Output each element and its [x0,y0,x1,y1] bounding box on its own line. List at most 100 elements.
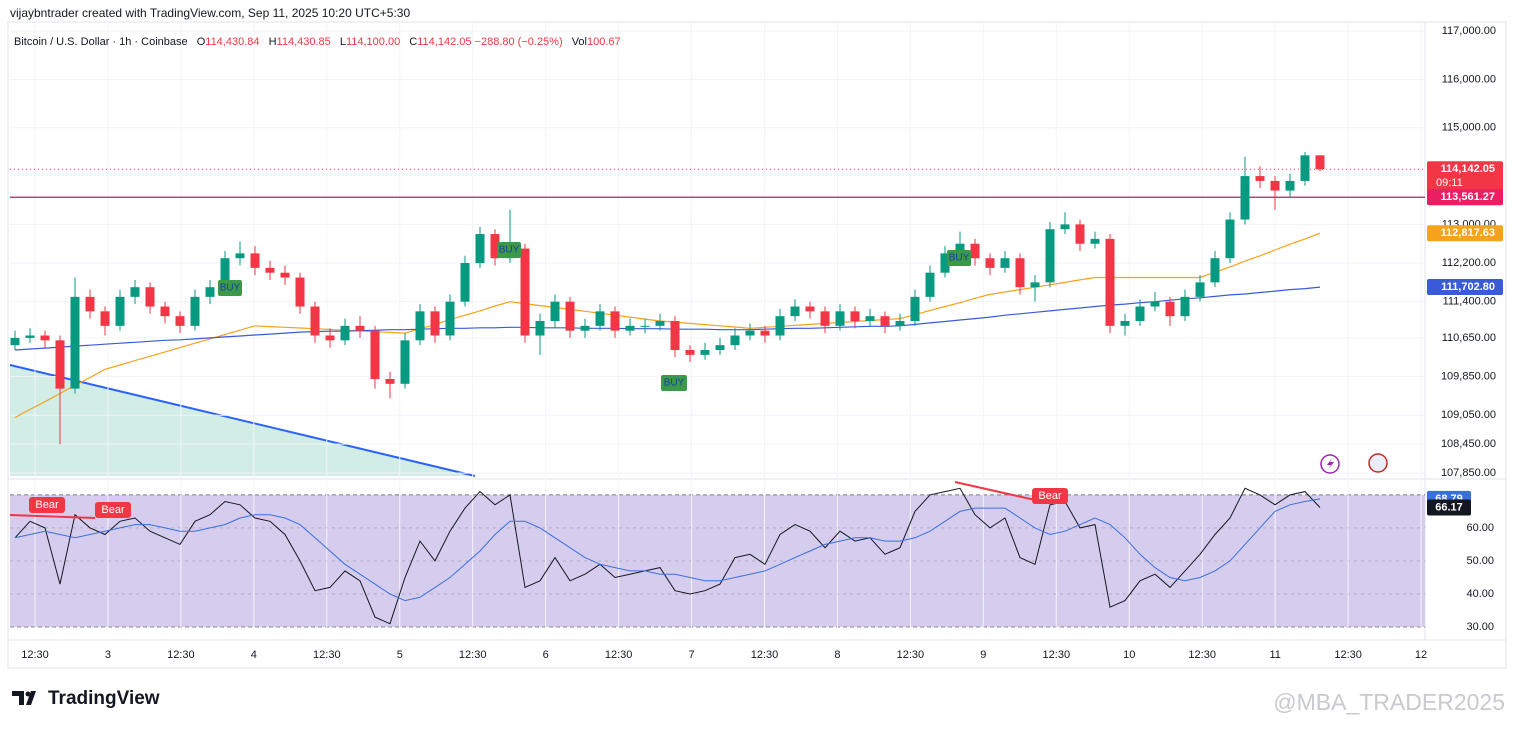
x-tick-label: 12:30 [751,649,779,661]
candle-body [145,287,155,307]
candle-body [1165,301,1175,317]
bear-label: Bear [35,499,59,511]
x-tick-label: 8 [834,649,840,661]
candle-body [385,378,395,384]
candle-body [580,325,590,331]
logo-dot [25,691,31,697]
buy-badge [947,250,971,266]
candle-body [1105,238,1115,326]
price-tag [1427,225,1503,242]
candle-body [820,311,830,326]
trend-line [9,364,476,477]
x-tick-label: 12:30 [897,649,925,661]
legend-value: 114,430.84 [205,36,259,48]
candle-body [805,306,815,312]
candle-body [70,296,80,389]
candle-body [640,325,650,327]
bear-label: Bear [101,504,125,516]
y-tick-label: 108,450.00 [1441,438,1496,450]
logo: TradingView [12,688,160,709]
candle-body [745,330,755,336]
candle-body [1180,296,1190,317]
candle-body [415,311,425,341]
legend-key: Vol [572,36,587,48]
price-tag-label: 114,142.05 [1441,163,1495,175]
candle-body [85,296,95,312]
candle-body [595,311,605,326]
candle-body [940,253,950,273]
candle-body [295,277,305,307]
candle-body [955,243,965,254]
candle-body [40,335,50,341]
candle-body [895,321,905,326]
bear-label: Bear [1038,490,1062,502]
candle-body [970,243,980,259]
rsi-tick-label: 40.00 [1466,588,1494,600]
legend-value: 114,430.85 [277,36,331,48]
moving-average [14,286,1321,351]
buy-label: BUY [499,245,520,256]
candle-body [325,335,335,341]
price-tag-label: 113,561.27 [1441,191,1495,203]
candle-body [730,335,740,346]
legend: Bitcoin / U.S. Dollar · 1h · Coinbase O1… [14,36,621,48]
candle-body [1120,321,1130,326]
candle-body [925,272,935,297]
candle-body [790,306,800,317]
frame [7,21,1507,669]
candle-body [685,349,695,355]
candle-body [1045,229,1055,283]
event-icon-glyph [1327,458,1334,470]
candle-body [835,311,845,326]
candle-body [1285,180,1295,191]
candle-body [460,263,470,302]
rsi-tick-label: 30.00 [1466,621,1494,633]
candle-body [355,325,365,331]
legend-key: C [409,36,417,48]
country-icon[interactable] [1368,453,1388,473]
x-tick-label: 9 [980,649,986,661]
buy-label: BUY [220,283,241,294]
candle-body [220,258,230,288]
candle-body [160,306,170,317]
legend-value: −288.80 (−0.25%) [475,36,563,48]
x-tick-label: 12:30 [167,649,195,661]
candle-body [1315,155,1325,170]
candle-body [670,321,680,350]
candle-body [490,234,500,259]
price-tag [1427,279,1503,296]
y-tick-label: 109,050.00 [1441,409,1496,421]
header: vijaybntrader created with TradingView.c… [10,6,410,20]
event-icon[interactable] [1320,454,1340,474]
candle-body [25,335,35,338]
candle-body [565,301,575,331]
candle-body [265,267,275,273]
y-tick-label: 111,400.00 [1443,296,1496,308]
candle-body [430,311,440,336]
buy-badge [497,242,521,258]
candle-body [235,253,245,259]
candle-body [250,253,260,268]
candle-body [985,258,995,268]
annotations: BUY BUY BUY BUY Bear Bear Bear [9,242,1388,519]
symbol: Bitcoin / U.S. Dollar · 1h · Coinbase [14,36,188,48]
candle-body [130,287,140,297]
candle-body [1030,282,1040,288]
x-tick-label: 11 [1269,649,1280,661]
candle-body [1075,224,1085,244]
price-tag [1427,161,1503,192]
x-tick-label: 12:30 [1188,649,1216,661]
legend-value: 114,142.05 [417,36,471,48]
candle-body [310,306,320,336]
price-tag-label: 111,702.80 [1441,281,1495,293]
rsi-tag [1427,499,1471,516]
x-tick-label: 12:30 [21,649,49,661]
buy-badge [218,280,242,296]
y-tick-label: 107,850.00 [1441,467,1496,479]
candle-body [370,330,380,379]
candle-body [775,316,785,336]
logo-mark [12,691,36,705]
candle-body [280,272,290,278]
buy-badge [661,375,687,391]
